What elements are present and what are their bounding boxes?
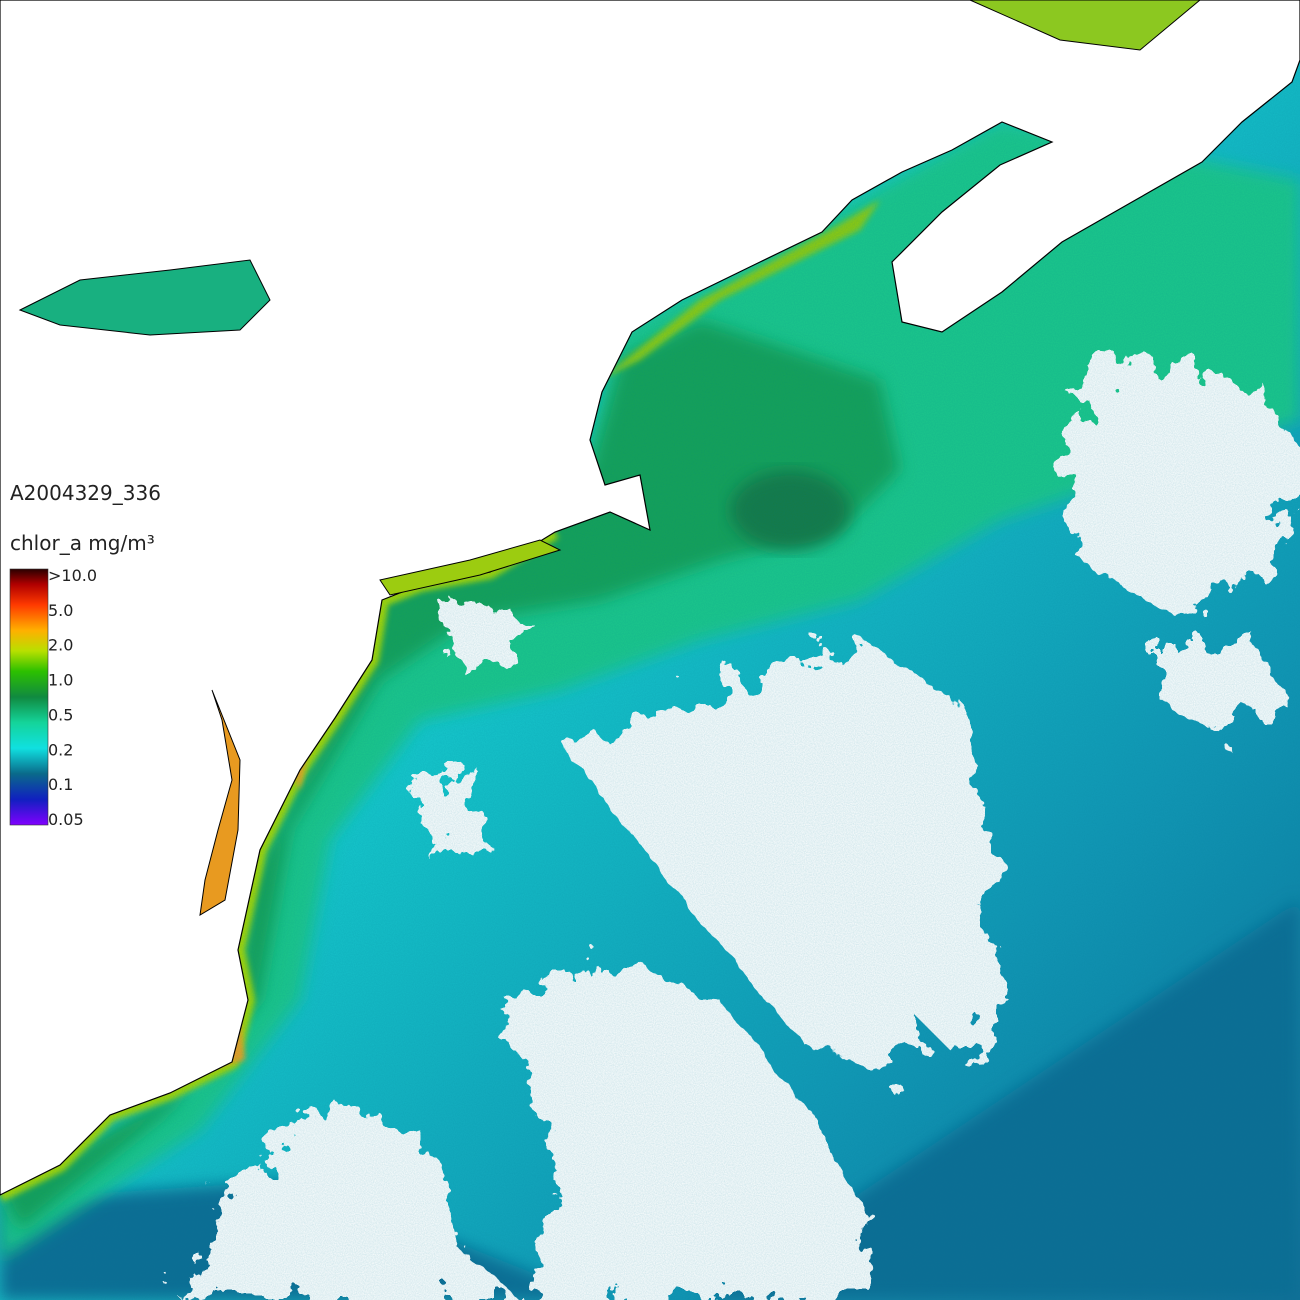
lake-ontario [18,259,271,336]
colorbar-label: 0.5 [48,705,73,724]
colorbar-title: chlor_a mg/m³ [10,531,155,555]
long-island [379,539,562,596]
colorbar-label: >10.0 [48,566,97,585]
colorbar-labels: >10.0 5.0 2.0 1.0 0.5 0.2 0.1 0.05 [48,566,97,829]
image-label: A2004329_336 [10,481,161,505]
colorbar-label: 0.05 [48,810,84,829]
colorbar-label: 2.0 [48,636,73,655]
chesapeake-bay [199,689,241,916]
colorbar-label: 0.2 [48,740,73,759]
colorbar [9,568,49,826]
land [0,0,1300,1196]
gulf-of-st-lawrence [969,0,1201,51]
colorbar-label: 1.0 [48,671,73,690]
colorbar-label: 0.1 [48,775,73,794]
colorbar-label: 5.0 [48,601,73,620]
